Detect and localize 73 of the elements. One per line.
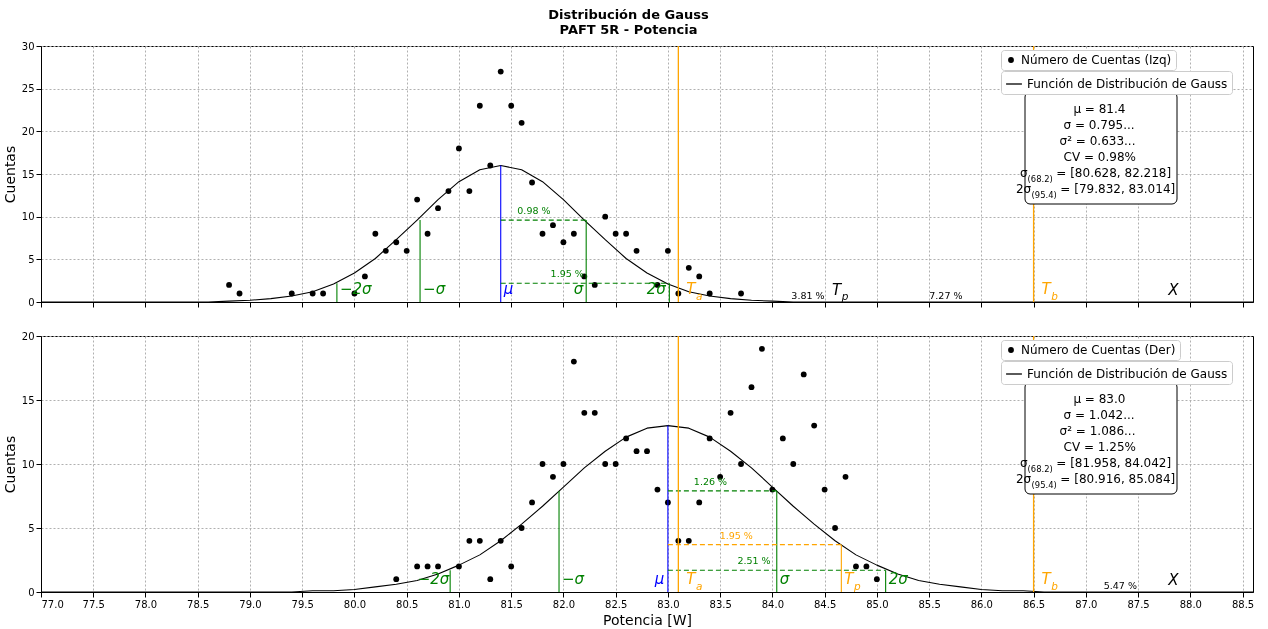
x-tick-label: 86.0 bbox=[970, 598, 993, 610]
x-tick-label: 84.0 bbox=[761, 598, 785, 610]
y-tick-label: 10 bbox=[21, 211, 35, 223]
annotation: 5.47 % bbox=[1103, 579, 1137, 591]
series-label: σ bbox=[573, 280, 584, 298]
y-tick-label: 5 bbox=[28, 522, 35, 534]
annotation: σ² = 1.086... bbox=[1059, 424, 1136, 438]
x-tick-label: 85.5 bbox=[918, 598, 941, 610]
annotation: σ = 0.795... bbox=[1063, 118, 1135, 132]
annotation: X bbox=[1167, 280, 1180, 299]
series-label: 2σ bbox=[646, 280, 667, 298]
series-label: 1.26 % bbox=[693, 475, 728, 487]
x-tick-label: 77.5 bbox=[82, 598, 105, 610]
x-tick-label: 82.0 bbox=[552, 598, 576, 610]
y-tick-label: 15 bbox=[21, 168, 35, 180]
y-tick-label: 0 bbox=[28, 296, 35, 308]
x-tick-label: 88.5 bbox=[1231, 598, 1255, 610]
series-label: −2σ bbox=[417, 570, 450, 588]
y-tick-label: 20 bbox=[21, 330, 35, 342]
y-axis-title: Cuentas bbox=[1, 145, 18, 204]
chart-subtitle: PAFT 5R - Potencia bbox=[559, 21, 698, 37]
legend-label: Función de Distribución de Gauss bbox=[1027, 367, 1228, 381]
annotation: σ² = 0.633... bbox=[1059, 134, 1136, 148]
y-tick-label: 15 bbox=[21, 394, 35, 406]
legend-label: Número de Cuentas (Izq) bbox=[1021, 53, 1172, 67]
series-label: 2.51 % bbox=[737, 555, 771, 567]
y-axis-title: Cuentas bbox=[1, 435, 18, 494]
x-axis-title: Potencia [W] bbox=[603, 611, 692, 628]
annotation: 7.27 % bbox=[929, 290, 963, 302]
annotation: CV = 1.25% bbox=[1063, 440, 1136, 454]
annotation: X bbox=[1167, 571, 1180, 590]
x-tick-label: 83.0 bbox=[657, 598, 680, 610]
x-tick-label: 77.0 bbox=[41, 598, 64, 610]
y-tick-label: 5 bbox=[28, 253, 35, 265]
x-tick-label: 87.0 bbox=[1075, 598, 1098, 610]
x-tick-label: 79.0 bbox=[239, 598, 262, 610]
x-tick-label: 79.5 bbox=[291, 598, 314, 610]
annotation: σ = 1.042... bbox=[1063, 408, 1135, 422]
y-tick-label: 25 bbox=[21, 83, 35, 95]
y-tick-label: 0 bbox=[28, 586, 35, 598]
x-tick-label: 87.5 bbox=[1127, 598, 1150, 610]
annotation: CV = 0.98% bbox=[1063, 150, 1136, 164]
x-tick-label: 80.5 bbox=[396, 598, 419, 610]
x-tick-label: 80.0 bbox=[343, 598, 367, 610]
series-label: σ bbox=[779, 570, 790, 588]
annotation: μ = 83.0 bbox=[1073, 392, 1126, 406]
x-tick-label: 85.0 bbox=[866, 598, 889, 610]
x-tick-label: 82.5 bbox=[605, 598, 628, 610]
x-tick-label: 84.5 bbox=[813, 598, 837, 610]
series-label: μ bbox=[653, 570, 665, 588]
annotation: μ = 81.4 bbox=[1073, 102, 1126, 116]
series-label: −σ bbox=[562, 570, 585, 588]
x-tick-label: 81.0 bbox=[448, 598, 471, 610]
annotation: 3.81 % bbox=[791, 290, 825, 302]
series-label: −2σ bbox=[339, 280, 373, 298]
x-tick-label: 81.5 bbox=[500, 598, 523, 610]
x-tick-label: 78.0 bbox=[134, 598, 158, 610]
legend-label: Número de Cuentas (Der) bbox=[1021, 343, 1176, 357]
series-label: 1.95 % bbox=[719, 529, 753, 541]
x-tick-label: 78.5 bbox=[187, 598, 210, 610]
y-tick-label: 30 bbox=[21, 40, 35, 52]
series-label: 2σ bbox=[888, 570, 909, 588]
x-tick-label: 86.5 bbox=[1022, 598, 1046, 610]
series-label: 0.98 % bbox=[517, 205, 551, 217]
y-tick-label: 20 bbox=[21, 125, 35, 137]
x-tick-label: 83.5 bbox=[709, 598, 732, 610]
series-label: −σ bbox=[423, 280, 446, 298]
series-label: μ bbox=[502, 280, 514, 298]
y-tick-label: 10 bbox=[21, 458, 35, 470]
legend-label: Función de Distribución de Gauss bbox=[1027, 77, 1228, 91]
chart-title: Distribución de Gauss bbox=[548, 6, 709, 22]
series-label: 1.95 % bbox=[550, 268, 584, 280]
x-tick-label: 88.0 bbox=[1179, 598, 1202, 610]
